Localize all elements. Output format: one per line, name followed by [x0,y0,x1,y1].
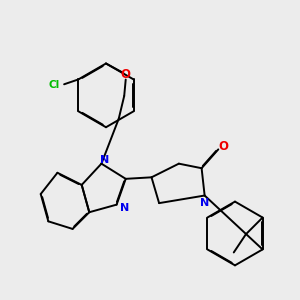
Text: Cl: Cl [49,80,60,91]
Text: N: N [100,155,110,165]
Text: N: N [200,198,209,208]
Text: O: O [219,140,229,153]
Text: N: N [121,203,130,213]
Text: O: O [121,68,131,81]
